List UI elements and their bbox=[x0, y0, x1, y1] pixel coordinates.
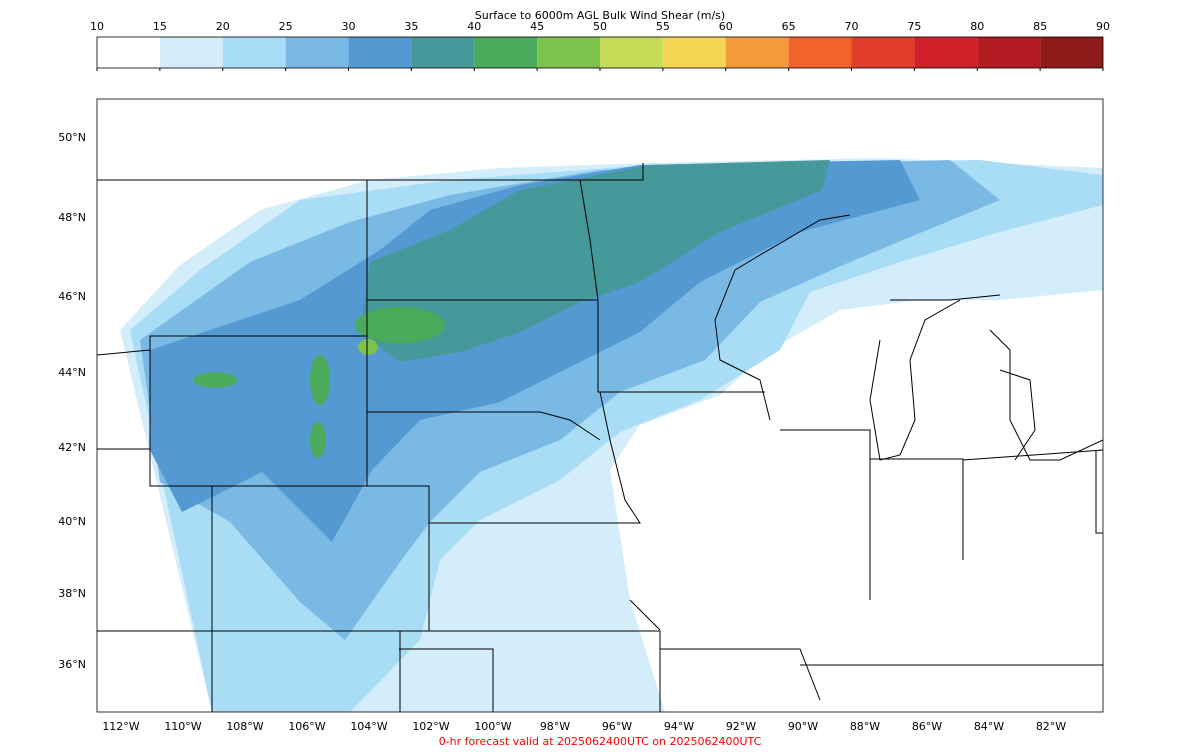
colorbar-segment bbox=[788, 37, 852, 68]
lon-label: 86°W bbox=[912, 720, 942, 733]
lat-label: 50°N bbox=[58, 131, 86, 144]
state-borders bbox=[97, 163, 1103, 712]
shade-45 bbox=[358, 339, 378, 355]
colorbar-tick-label: 80 bbox=[970, 20, 984, 33]
colorbar: 10 15 20 25 30 35 40 45 50 55 60 65 70 75 80 85 90 bbox=[90, 20, 1110, 71]
colorbar-tick-label: 25 bbox=[279, 20, 293, 33]
lon-label: 98°W bbox=[540, 720, 570, 733]
lon-label: 90°W bbox=[788, 720, 818, 733]
axis-labels: 50°N 48°N 46°N 44°N 42°N 40°N 38°N 36°N 112°W 110… bbox=[58, 131, 1066, 733]
colorbar-segment bbox=[411, 37, 475, 68]
colorbar-tick-label: 20 bbox=[216, 20, 230, 33]
colorbar-segment bbox=[348, 37, 412, 68]
lon-label: 108°W bbox=[226, 720, 263, 733]
lat-label: 46°N bbox=[58, 290, 86, 303]
colorbar-segment bbox=[725, 37, 789, 68]
shade-40 bbox=[310, 355, 330, 405]
colorbar-segment bbox=[977, 37, 1041, 68]
colorbar-tick-label: 10 bbox=[90, 20, 104, 33]
colorbar-frame bbox=[96, 36, 1104, 69]
colorbar-tick-label: 85 bbox=[1033, 20, 1047, 33]
lat-label: 40°N bbox=[58, 515, 86, 528]
colorbar-segment bbox=[1040, 37, 1103, 68]
shade-40 bbox=[310, 422, 326, 458]
colorbar-tick-label: 45 bbox=[530, 20, 544, 33]
shade-35 bbox=[360, 160, 830, 362]
lat-label: 44°N bbox=[58, 366, 86, 379]
lon-label: 84°W bbox=[974, 720, 1004, 733]
lat-label: 36°N bbox=[58, 658, 86, 671]
lon-label: 110°W bbox=[164, 720, 201, 733]
colorbar-segment bbox=[537, 37, 600, 68]
colorbar-tick-label: 55 bbox=[656, 20, 670, 33]
shade-30 bbox=[150, 160, 920, 542]
colorbar-segment bbox=[474, 37, 538, 68]
colorbar-tick-label: 90 bbox=[1096, 20, 1110, 33]
colorbar-segment bbox=[97, 37, 160, 68]
colorbar-segment bbox=[851, 37, 915, 68]
colorbar-segment bbox=[159, 37, 223, 68]
colorbar-segment bbox=[914, 37, 978, 68]
colorbar-tick-label: 40 bbox=[467, 20, 481, 33]
colorbar-tick-label: 65 bbox=[782, 20, 796, 33]
colorbar-tick-label: 15 bbox=[153, 20, 167, 33]
colorbar-tick-label: 30 bbox=[342, 20, 356, 33]
colorbar-tick-label: 70 bbox=[845, 20, 859, 33]
colorbar-title: Surface to 6000m AGL Bulk Wind Shear (m/… bbox=[475, 9, 725, 22]
lon-label: 104°W bbox=[350, 720, 387, 733]
colorbar-tick-label: 50 bbox=[593, 20, 607, 33]
map-frame bbox=[96, 98, 1104, 713]
colorbar-tick-label: 35 bbox=[404, 20, 418, 33]
lat-label: 48°N bbox=[58, 211, 86, 224]
colorbar-tick-label: 60 bbox=[719, 20, 733, 33]
lon-label: 94°W bbox=[664, 720, 694, 733]
lat-label: 38°N bbox=[58, 587, 86, 600]
coastline bbox=[97, 214, 1103, 461]
colorbar-segment bbox=[662, 37, 726, 68]
shade-40 bbox=[355, 307, 445, 343]
lon-label: 96°W bbox=[602, 720, 632, 733]
lon-label: 102°W bbox=[412, 720, 449, 733]
colorbar-segment bbox=[600, 37, 663, 68]
lon-label: 82°W bbox=[1036, 720, 1066, 733]
lon-label: 100°W bbox=[474, 720, 511, 733]
colorbar-segment bbox=[285, 37, 349, 68]
colorbar-tick-label: 75 bbox=[907, 20, 921, 33]
lon-label: 92°W bbox=[726, 720, 756, 733]
lon-label: 112°W bbox=[102, 720, 139, 733]
lon-label: 88°W bbox=[850, 720, 880, 733]
lon-label: 106°W bbox=[288, 720, 325, 733]
lat-label: 42°N bbox=[58, 441, 86, 454]
footer: 0-hr forecast valid at 2025062400UTC on … bbox=[439, 735, 762, 748]
map-area bbox=[97, 158, 1103, 712]
shade-40 bbox=[193, 372, 237, 388]
shade-clear bbox=[610, 290, 1103, 712]
colorbar-segment bbox=[222, 37, 286, 68]
